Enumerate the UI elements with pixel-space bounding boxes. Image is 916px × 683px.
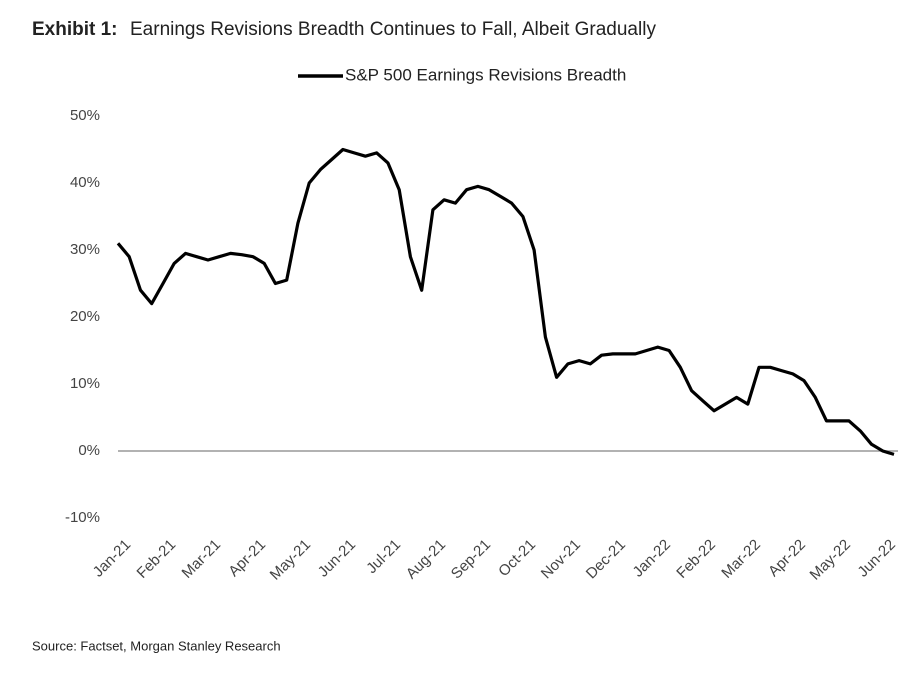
y-tick-label: 0% <box>78 442 100 459</box>
x-tick-label: Feb-21 <box>134 536 180 582</box>
x-tick-label: Sep-21 <box>448 536 494 582</box>
x-tick-label: Jul-21 <box>363 536 404 577</box>
chart-title: Earnings Revisions Breadth Continues to … <box>130 19 656 40</box>
x-tick-label: Mar-22 <box>718 536 764 582</box>
title-label: Exhibit 1: <box>32 19 118 40</box>
x-tick-label: Jan-22 <box>630 536 674 580</box>
x-tick-label: Dec-21 <box>583 536 629 582</box>
x-tick-label: Oct-21 <box>495 536 539 580</box>
x-tick-label: May-21 <box>267 536 314 583</box>
y-tick-label: 40% <box>70 174 100 191</box>
y-tick-label: -10% <box>65 509 100 526</box>
x-tick-label: Jun-21 <box>315 536 359 580</box>
y-tick-label: 20% <box>70 308 100 325</box>
y-tick-label: 10% <box>70 375 100 392</box>
x-tick-label: Nov-21 <box>538 536 584 582</box>
legend-label: S&P 500 Earnings Revisions Breadth <box>345 65 626 84</box>
y-tick-label: 30% <box>70 241 100 258</box>
x-tick-label: May-22 <box>807 536 854 583</box>
line <box>116 147 895 456</box>
x-tick-label: Feb-22 <box>673 536 719 582</box>
x-tick-label: Aug-21 <box>403 536 449 582</box>
x-tick-label: Apr-21 <box>225 536 269 580</box>
y-tick-label: 50% <box>70 107 100 124</box>
source: Source: Factset, Morgan Stanley Research <box>32 638 281 653</box>
x-tick-label: Jan-21 <box>90 536 134 580</box>
x-tick-label: Apr-22 <box>765 536 809 580</box>
x-tick-label: Mar-21 <box>179 536 225 582</box>
x-tick-label: Jun-22 <box>854 536 898 580</box>
